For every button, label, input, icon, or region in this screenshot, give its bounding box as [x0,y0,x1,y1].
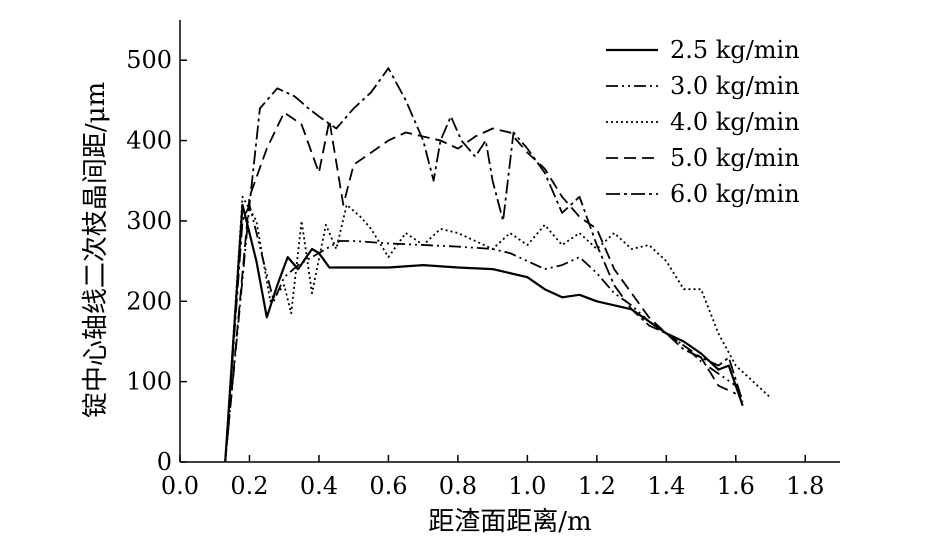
y-tick-label: 400 [126,127,172,155]
y-tick-label: 300 [126,207,172,235]
y-tick-label: 0 [157,448,172,476]
x-tick-label: 0.8 [439,472,477,500]
legend-label-2: 3.0 kg/min [670,72,800,100]
series-line-4 [224,111,737,463]
x-tick-label: 0.0 [161,472,199,500]
x-tick-label: 0.2 [230,472,268,500]
series-line-2 [224,203,737,463]
legend-label-3: 4.0 kg/min [670,108,800,136]
x-axis-title: 距渣面距离/m [428,507,591,537]
x-tick-label: 1.2 [578,472,616,500]
series-line-1 [224,203,744,463]
y-axis-title: 锭中心轴线二次枝晶间距/μm [81,82,111,418]
x-tick-label: 0.6 [369,472,407,500]
y-tick-label: 500 [126,46,172,74]
x-ticks: 0.0 0.2 0.4 0.6 0.8 1.0 1.2 1.4 1.6 1.8 [161,455,824,500]
y-ticks: 0 100 200 300 400 500 [126,46,187,476]
legend-label-4: 5.0 kg/min [670,144,800,172]
series-line-5 [224,67,744,463]
x-tick-label: 0.4 [300,472,338,500]
x-tick-label: 1.4 [647,472,685,500]
y-tick-label: 100 [126,368,172,396]
legend-label-5: 6.0 kg/min [670,180,800,208]
x-tick-label: 1.0 [508,472,546,500]
series-line-3 [224,195,772,463]
legend-label-1: 2.5 kg/min [670,36,800,64]
legend: 2.5 kg/min 3.0 kg/min 4.0 kg/min 5.0 kg/min… [606,36,800,208]
x-tick-label: 1.8 [786,472,824,500]
x-tick-label: 1.6 [717,472,755,500]
y-tick-label: 200 [126,287,172,315]
axes [179,20,840,463]
series-group [224,67,772,463]
